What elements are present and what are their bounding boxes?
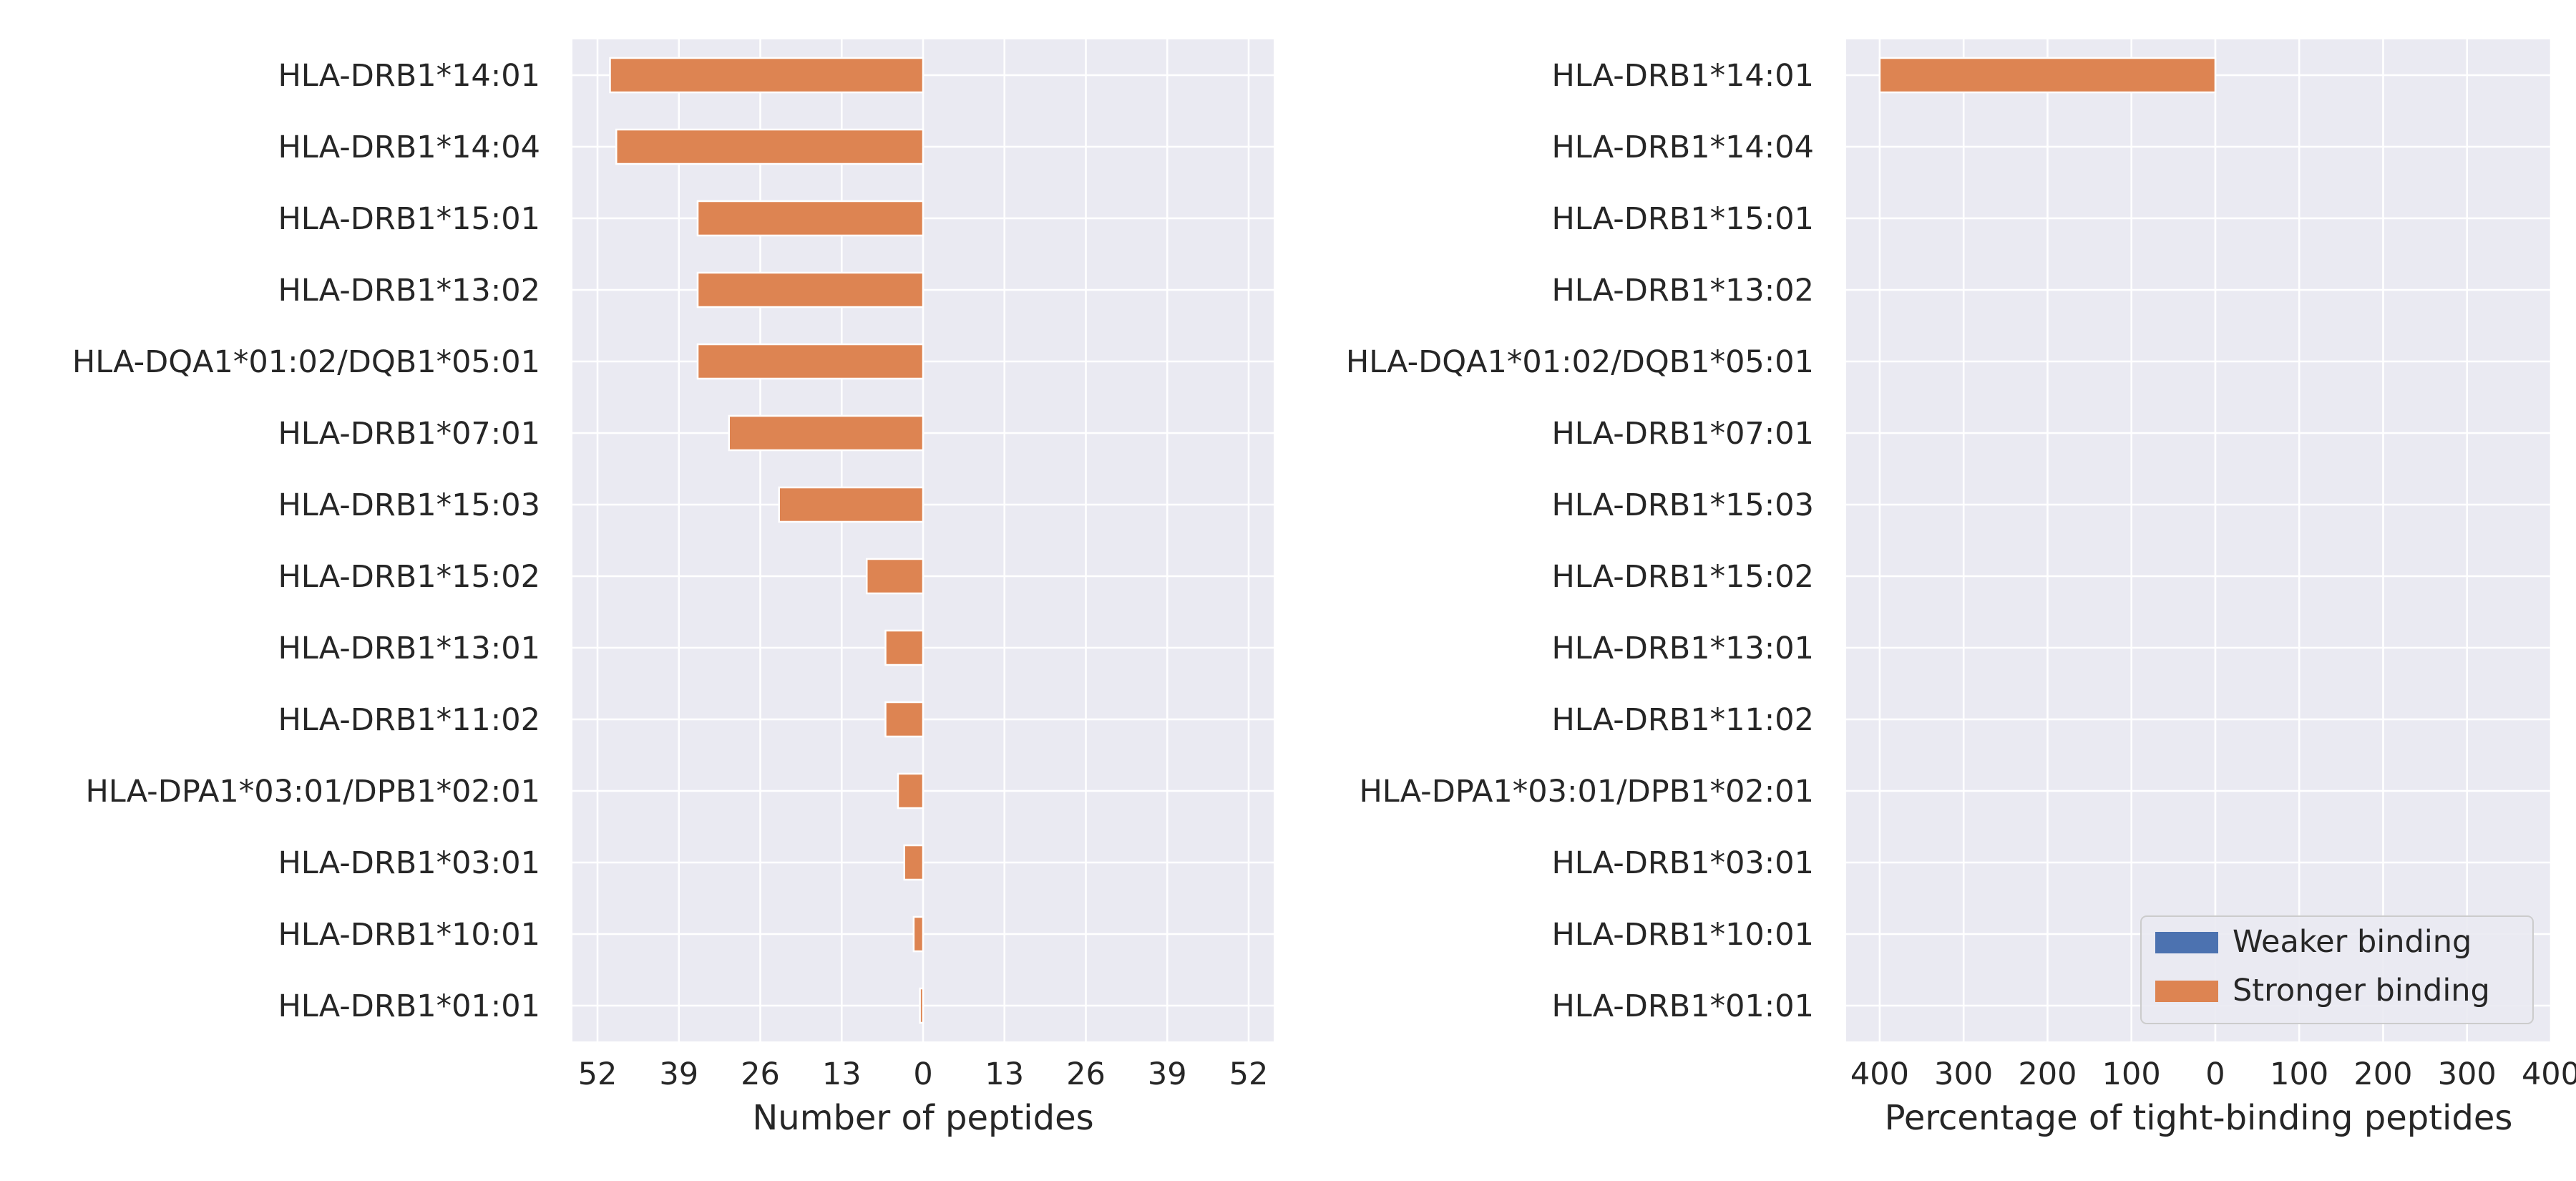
- y-tick-label: HLA-DRB1*13:01: [278, 631, 540, 666]
- y-tick-label: HLA-DQA1*01:02/DQB1*05:01: [1346, 344, 1814, 380]
- y-tick-label: HLA-DRB1*01:01: [1551, 988, 1814, 1024]
- bar-stronger-binding: [696, 343, 924, 380]
- x-tick-label: 0: [2205, 1056, 2225, 1092]
- legend-frame: [2140, 915, 2534, 1024]
- y-tick-label: HLA-DRB1*14:01: [1551, 58, 1814, 94]
- y-tick-label: HLA-DRB1*10:01: [1551, 917, 1814, 953]
- x-tick-label: 0: [913, 1056, 932, 1092]
- x-tick-label: 52: [1229, 1056, 1269, 1092]
- legend: Weaker binding Stronger binding: [2140, 915, 2534, 1024]
- legend-label: Weaker binding: [2233, 924, 2472, 960]
- bar-stronger-binding: [897, 772, 924, 810]
- bar-stronger-binding: [903, 844, 924, 881]
- y-tick-label: HLA-DRB1*14:04: [1551, 130, 1814, 165]
- y-tick-label: HLA-DRB1*07:01: [278, 416, 540, 452]
- y-tick-label: HLA-DRB1*15:02: [1551, 559, 1814, 595]
- x-tick-label: 52: [578, 1056, 618, 1092]
- x-tick-label: 100: [2270, 1056, 2328, 1092]
- y-tick-label: HLA-DRB1*07:01: [1551, 416, 1814, 452]
- y-tick-label: HLA-DRB1*10:01: [278, 917, 540, 953]
- y-tick-label: HLA-DRB1*01:01: [278, 988, 540, 1024]
- bar-stronger-binding: [609, 57, 924, 94]
- y-tick-label: HLA-DPA1*03:01/DPB1*02:01: [85, 774, 540, 810]
- x-tick-label: 26: [741, 1056, 780, 1092]
- y-tick-label: HLA-DRB1*13:02: [1551, 273, 1814, 308]
- bar-stronger-binding: [778, 486, 924, 523]
- y-tick-label: HLA-DRB1*15:03: [278, 487, 540, 523]
- x-tick-label: 39: [659, 1056, 698, 1092]
- y-tick-label: HLA-DRB1*14:04: [278, 130, 540, 165]
- y-tick-label: HLA-DRB1*13:02: [278, 273, 540, 308]
- y-tick-label: HLA-DQA1*01:02/DQB1*05:01: [72, 344, 540, 380]
- bar-stronger-binding: [919, 987, 924, 1024]
- y-tick-label: HLA-DRB1*13:01: [1551, 631, 1814, 666]
- x-tick-label: 13: [822, 1056, 862, 1092]
- plot-background: [1846, 39, 2551, 1041]
- x-tick-label: 300: [1934, 1056, 1993, 1092]
- x-tick-label: 400: [2522, 1056, 2576, 1092]
- bar-stronger-binding: [1878, 57, 2217, 94]
- x-tick-label: 13: [985, 1056, 1024, 1092]
- bar-stronger-binding: [912, 915, 924, 953]
- x-tick-label: 400: [1850, 1056, 1909, 1092]
- y-tick-label: HLA-DPA1*03:01/DPB1*02:01: [1359, 774, 1814, 810]
- chart-panel-1: HLA-DRB1*14:01 HLA-DRB1*14:04 HLA-DRB1*15:…: [72, 39, 1274, 1138]
- bar-stronger-binding: [615, 128, 924, 165]
- y-tick-label: HLA-DRB1*15:03: [1551, 487, 1814, 523]
- bar-stronger-binding: [884, 629, 924, 666]
- y-tick-label: HLA-DRB1*14:01: [278, 58, 540, 94]
- x-tick-label: 200: [2018, 1056, 2077, 1092]
- bar-stronger-binding: [728, 414, 924, 452]
- x-tick-label: 300: [2438, 1056, 2497, 1092]
- y-tick-label: HLA-DRB1*15:02: [278, 559, 540, 595]
- y-tick-label: HLA-DRB1*03:01: [1551, 845, 1814, 881]
- x-axis-title: Percentage of tight-binding peptides: [1885, 1098, 2513, 1138]
- x-tick-label: 39: [1148, 1056, 1187, 1092]
- y-tick-label: HLA-DRB1*11:02: [1551, 702, 1814, 738]
- x-axis-title: Number of peptides: [752, 1098, 1093, 1138]
- bar-stronger-binding: [696, 271, 924, 308]
- bar-stronger-binding: [884, 701, 924, 738]
- y-tick-label: HLA-DRB1*15:01: [278, 201, 540, 237]
- x-tick-label: 26: [1066, 1056, 1106, 1092]
- chart-panel-2: HLA-DRB1*14:01 HLA-DRB1*14:04 HLA-DRB1*15:…: [1346, 39, 2576, 1138]
- legend-swatch: [2155, 981, 2218, 1002]
- bar-stronger-binding: [696, 200, 924, 237]
- legend-swatch: [2155, 932, 2218, 953]
- y-tick-label: HLA-DRB1*15:01: [1551, 201, 1814, 237]
- x-tick-label: 100: [2102, 1056, 2161, 1092]
- y-tick-label: HLA-DRB1*03:01: [278, 845, 540, 881]
- bar-stronger-binding: [866, 558, 924, 595]
- legend-label: Stronger binding: [2233, 973, 2490, 1009]
- x-tick-label: 200: [2353, 1056, 2412, 1092]
- y-tick-label: HLA-DRB1*11:02: [278, 702, 540, 738]
